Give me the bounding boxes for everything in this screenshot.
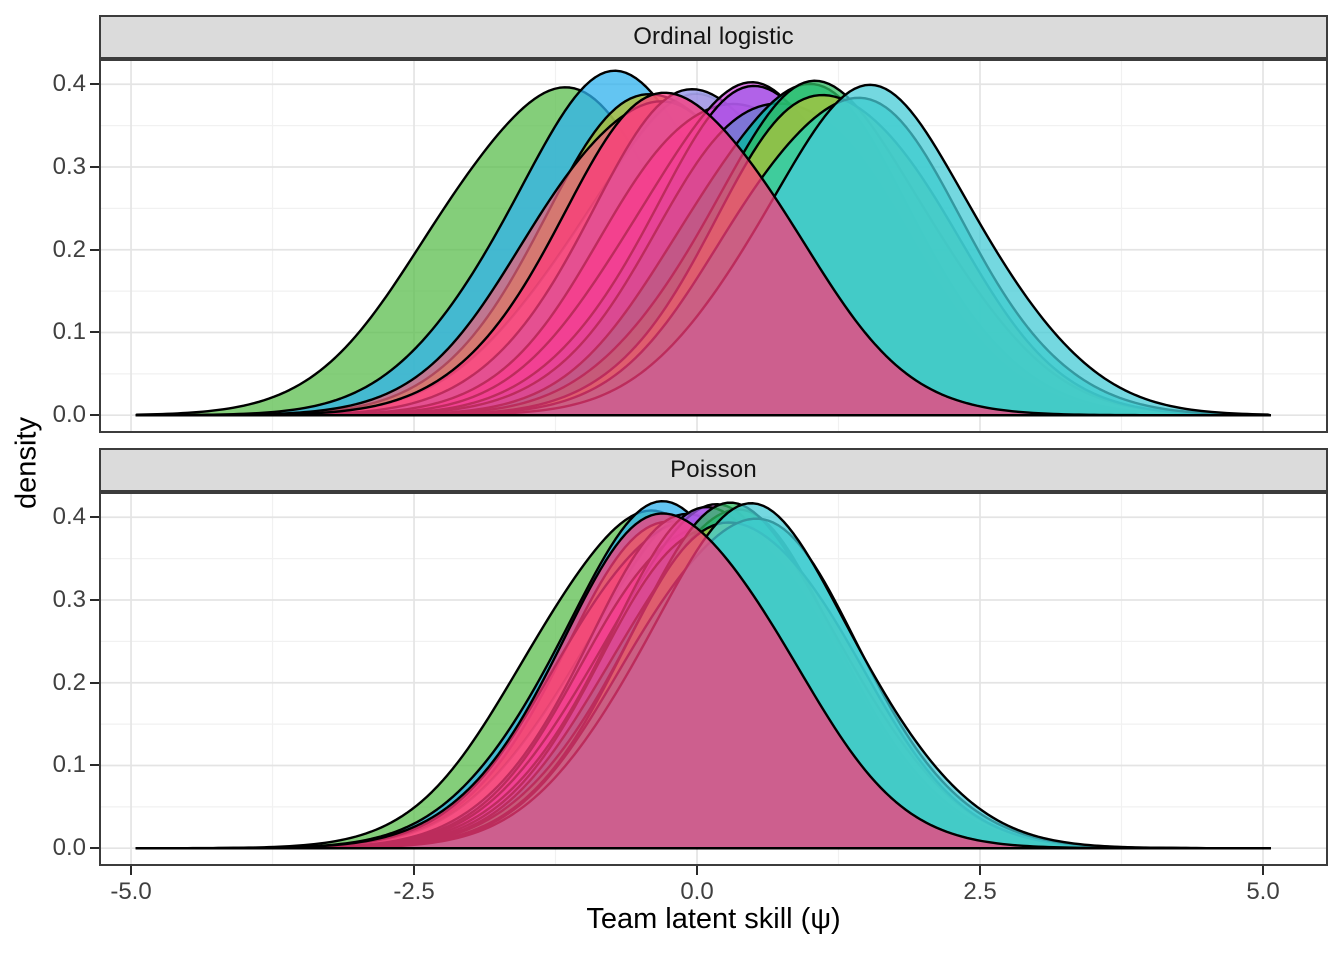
y-tick-label: 0.4 bbox=[52, 70, 86, 98]
density-panel-ordinal-logistic bbox=[99, 59, 1328, 433]
y-tick-label: 0.1 bbox=[52, 318, 86, 346]
panel-border bbox=[99, 492, 1328, 866]
facet-strip-poisson: Poisson bbox=[99, 448, 1328, 492]
density-curve-pink bbox=[135, 91, 1272, 417]
facet-strip-label: Poisson bbox=[670, 456, 757, 483]
y-tick-label: 0.3 bbox=[52, 152, 86, 180]
y-tick-mark bbox=[90, 764, 99, 767]
y-tick-mark bbox=[90, 414, 99, 417]
x-tick-mark bbox=[979, 866, 982, 875]
facet-strip-ordinal-logistic: Ordinal logistic bbox=[99, 15, 1328, 59]
y-tick-mark bbox=[90, 847, 99, 850]
y-tick-mark bbox=[90, 598, 99, 601]
x-tick-label: 5.0 bbox=[1246, 878, 1280, 905]
x-tick-mark bbox=[130, 866, 133, 875]
x-tick-mark bbox=[1262, 866, 1265, 875]
y-tick-mark bbox=[90, 516, 99, 519]
panel-border bbox=[99, 59, 1328, 433]
x-tick-mark bbox=[413, 866, 416, 875]
density-panel-poisson bbox=[99, 492, 1328, 866]
density-plot-svg-poisson bbox=[99, 492, 1328, 866]
y-tick-label: 0.4 bbox=[52, 503, 86, 531]
x-axis-title: Team latent skill (ψ) bbox=[586, 903, 841, 935]
x-tick-label: -5.0 bbox=[110, 878, 152, 905]
y-tick-label: 0.2 bbox=[52, 235, 86, 263]
y-axis-title: density bbox=[10, 417, 43, 509]
y-tick-label: 0.0 bbox=[52, 401, 86, 429]
x-tick-label: -2.5 bbox=[393, 878, 435, 905]
y-tick-mark bbox=[90, 83, 99, 86]
y-tick-label: 0.1 bbox=[52, 751, 86, 779]
x-tick-mark bbox=[696, 866, 699, 875]
y-tick-mark bbox=[90, 165, 99, 168]
density-curve-pink bbox=[135, 512, 1272, 850]
x-tick-label: 2.5 bbox=[963, 878, 997, 905]
density-plot-svg-ordinal-logistic bbox=[99, 59, 1328, 433]
x-tick-label: 0.0 bbox=[680, 878, 714, 905]
y-tick-mark bbox=[90, 248, 99, 251]
y-tick-label: 0.3 bbox=[52, 585, 86, 613]
y-tick-mark bbox=[90, 681, 99, 684]
y-tick-label: 0.2 bbox=[52, 668, 86, 696]
y-tick-mark bbox=[90, 331, 99, 334]
y-tick-label: 0.0 bbox=[52, 834, 86, 862]
facet-strip-label: Ordinal logistic bbox=[633, 23, 794, 50]
